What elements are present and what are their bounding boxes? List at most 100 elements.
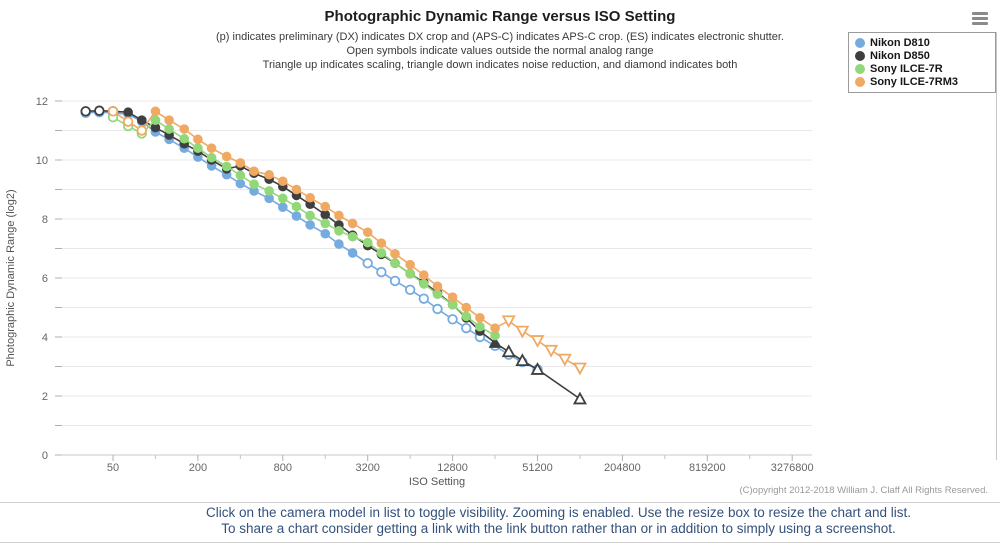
data-point [305,220,315,230]
data-point [150,115,161,125]
data-point [461,311,472,322]
data-point [320,209,331,220]
data-point [347,231,358,242]
x-axis-title: ISO Setting [409,476,465,488]
chart-title: Photographic Dynamic Range versus ISO Se… [324,8,676,25]
hamburger-menu-icon[interactable] [972,12,990,28]
data-point [235,170,246,181]
data-point [320,201,331,212]
data-point [320,218,331,229]
x-tick-label: 3200 [355,462,379,474]
data-point [235,158,246,168]
legend-item-sony-ilce-7rm3[interactable]: Sony ILCE-7RM3 [855,75,989,88]
chart-subtitle-2: Open symbols indicate values outside the… [346,45,654,57]
y-axis-title: Photographic Dynamic Range (log2) [5,189,17,366]
x-tick-label: 204800 [604,462,641,474]
data-point [334,239,344,249]
data-point [291,211,302,221]
x-tick-label: 3276800 [771,462,814,474]
hamburger-bar [972,12,988,15]
y-tick-label: 10 [36,155,48,167]
legend-item-sony-ilce-7r[interactable]: Sony ILCE-7R [855,62,989,75]
legend-color-dot [855,50,865,61]
data-point [405,268,415,279]
footer-divider [0,502,1000,503]
data-point [136,115,147,125]
data-point [419,279,429,289]
data-point [418,293,430,304]
data-point [376,266,387,278]
x-tick-label: 800 [274,462,292,474]
data-point [362,237,373,248]
resize-handle[interactable] [996,32,997,460]
axes: 0 2 4 6 8 10 12 50 200 800 3200 12800 51200 204800 819… [5,96,814,488]
data-point [490,323,500,333]
data-point [447,292,458,302]
data-point [432,289,443,300]
data-point [334,226,344,236]
chart-subtitle-1: (p) indicates preliminary (DX) indicates… [216,31,784,43]
data-point [389,275,401,287]
data-point [447,314,458,325]
data-point [461,322,472,334]
legend-label: Nikon D810 [870,36,930,49]
data-point [164,115,174,125]
data-point [404,284,416,296]
data-point [278,193,288,204]
data-point [475,321,485,332]
data-point [291,184,302,195]
data-point [557,353,572,367]
chart-subtitle-3: Triangle up indicates scaling, triangle … [262,59,738,71]
gridlines [62,100,812,456]
series-nikon-d810 [80,107,543,375]
camera-legend: Nikon D810 Nikon D850 Sony ILCE-7R Sony ILC… [848,32,996,93]
data-point [461,302,472,313]
x-tick-label: 819200 [689,462,726,474]
data-point [249,179,259,189]
data-point [390,258,400,269]
x-tick-label: 50 [107,462,119,474]
y-tick-label: 4 [42,332,48,344]
data-point [206,143,217,153]
data-point [123,107,133,118]
data-point [305,192,315,203]
legend-item-nikon-d810[interactable]: Nikon D810 [855,36,989,49]
data-point [136,125,147,136]
copyright-text: (C)opyright 2012-2018 William J. Claff A… [739,485,988,496]
data-point [305,210,315,221]
legend-label: Sony ILCE-7R [870,62,943,75]
footer-line-1: Click on the camera model in list to tog… [205,505,912,520]
data-point [347,248,358,258]
data-point [193,143,203,153]
series-sony-ilce-7rm3 [107,106,587,376]
legend-item-nikon-d850[interactable]: Nikon D850 [855,49,989,62]
data-point [475,313,485,323]
data-point [221,151,232,162]
data-point [572,391,587,405]
data-point [249,166,259,177]
y-tick-label: 0 [42,450,48,462]
x-tick-label: 12800 [437,462,468,474]
hamburger-bar [972,22,988,25]
pdr-chart[interactable]: 0 2 4 6 8 10 12 50 200 800 3200 12800 51200 204800 819… [0,0,1000,500]
footer-help-text: Click on the camera model in list to tog… [117,505,1000,537]
data-point [179,133,190,144]
data-point [515,353,530,366]
data-point [94,105,105,116]
legend-label: Nikon D850 [870,49,930,62]
data-point [221,161,232,172]
legend-label: Sony ILCE-7RM3 [870,75,959,88]
data-point [530,335,545,348]
x-tick-label: 51200 [522,462,553,474]
data-point [432,281,443,292]
y-tick-label: 8 [42,214,48,226]
data-point [291,201,302,212]
data-point [432,303,443,315]
data-point [572,362,587,376]
data-point [264,169,274,180]
data-point [362,227,373,238]
data-point [122,116,134,127]
data-point [320,228,331,239]
data-point [193,134,203,145]
